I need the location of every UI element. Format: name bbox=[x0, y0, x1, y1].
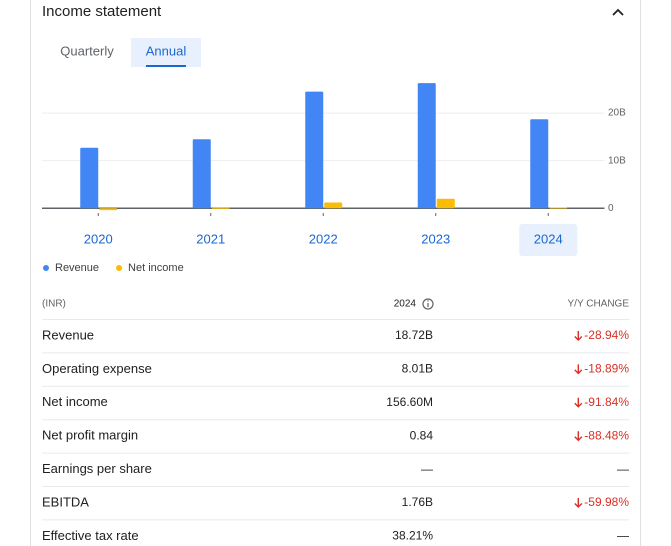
table-header: 2024 bbox=[394, 299, 417, 310]
row-value: 1.76B bbox=[402, 495, 433, 509]
trend-down-icon bbox=[574, 331, 583, 341]
x-tick-label: 2021 bbox=[196, 231, 225, 246]
trend-down-icon bbox=[574, 364, 583, 375]
trend-down-icon bbox=[574, 498, 583, 508]
row-change: -28.94% bbox=[584, 328, 629, 342]
row-label: Effective tax rate bbox=[42, 528, 139, 543]
tab[interactable]: Annual bbox=[146, 43, 187, 58]
legend-swatch bbox=[116, 265, 123, 271]
row-value: 0.84 bbox=[410, 428, 434, 442]
row-change: -91.84% bbox=[584, 395, 629, 409]
row-label: EBITDA bbox=[42, 494, 89, 509]
tab[interactable]: Quarterly bbox=[60, 43, 114, 58]
x-tick-label: 2023 bbox=[421, 231, 450, 246]
bar bbox=[530, 119, 549, 209]
section-title: Income statement bbox=[42, 3, 162, 20]
bar bbox=[192, 139, 211, 209]
row-label: Earnings per share bbox=[42, 461, 152, 476]
selected-category-bg bbox=[519, 224, 578, 256]
row-value: 156.60M bbox=[386, 395, 433, 409]
y-tick-label: 20B bbox=[608, 108, 626, 119]
bar bbox=[305, 91, 324, 209]
legend-swatch bbox=[43, 265, 49, 271]
x-tick-label: 2020 bbox=[84, 231, 113, 246]
row-label: Operating expense bbox=[42, 361, 152, 376]
row-label: Net profit margin bbox=[42, 428, 138, 443]
bar bbox=[436, 198, 455, 209]
bar bbox=[80, 147, 99, 209]
x-tick-label: 2022 bbox=[309, 231, 338, 246]
legend-label: Revenue bbox=[55, 262, 99, 274]
row-change: — bbox=[617, 462, 629, 476]
row-change: -18.89% bbox=[584, 362, 629, 376]
bar bbox=[549, 207, 568, 209]
row-value: 38.21% bbox=[392, 529, 433, 543]
x-tick-label: 2024 bbox=[534, 231, 563, 246]
bar bbox=[417, 83, 436, 209]
row-change: — bbox=[617, 529, 629, 543]
legend-label: Net income bbox=[128, 262, 184, 274]
trend-down-icon bbox=[574, 397, 583, 408]
table-header: (INR) bbox=[42, 299, 66, 310]
trend-down-icon bbox=[574, 431, 583, 442]
y-tick-label: 0 bbox=[608, 203, 614, 214]
row-value: — bbox=[421, 462, 433, 476]
active-tab-bg bbox=[131, 38, 201, 67]
row-value: 18.72B bbox=[395, 328, 433, 342]
collapse-chevron[interactable] bbox=[612, 8, 624, 16]
table-header: Y/Y CHANGE bbox=[568, 299, 630, 310]
row-label: Revenue bbox=[42, 327, 94, 342]
bar bbox=[211, 207, 230, 209]
info-icon[interactable] bbox=[422, 298, 434, 310]
row-value: 8.01B bbox=[402, 362, 433, 376]
bar bbox=[324, 202, 343, 209]
row-label: Net income bbox=[42, 394, 108, 409]
row-change: -59.98% bbox=[584, 495, 629, 509]
y-tick-label: 10B bbox=[608, 155, 626, 166]
bar bbox=[99, 208, 118, 211]
row-change: -88.48% bbox=[584, 428, 629, 442]
